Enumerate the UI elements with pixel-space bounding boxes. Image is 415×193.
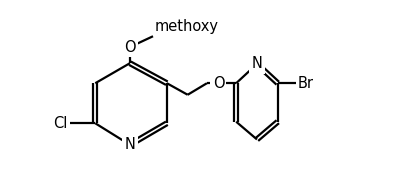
Text: O: O xyxy=(212,76,224,91)
Text: N: N xyxy=(124,137,135,152)
Text: Cl: Cl xyxy=(53,116,68,131)
Text: methoxy: methoxy xyxy=(154,19,219,34)
Text: N: N xyxy=(251,57,262,71)
Text: O: O xyxy=(124,40,136,55)
Text: Br: Br xyxy=(298,76,314,91)
